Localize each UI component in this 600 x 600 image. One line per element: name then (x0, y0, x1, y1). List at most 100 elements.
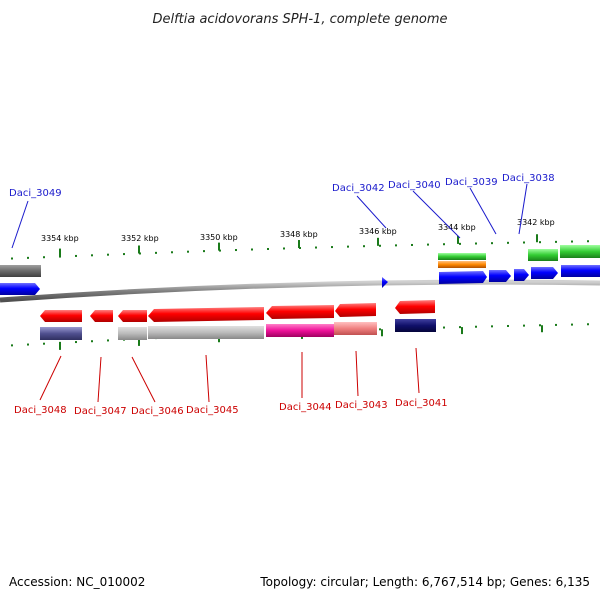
minor-tick (203, 250, 205, 253)
gene-arrow-Daci_3048[interactable] (40, 310, 82, 322)
minor-tick (459, 326, 461, 329)
gene-arrow-Daci_3049[interactable] (0, 283, 40, 295)
minor-tick (571, 240, 573, 243)
minor-tick (107, 339, 109, 342)
gene-block-Daci_3045 (148, 326, 264, 339)
minor-tick (363, 245, 365, 248)
gene-block-Daci_3038-green (528, 249, 558, 261)
major-tick (536, 234, 538, 243)
leader-Daci_3039 (469, 187, 497, 235)
gene-arrow-Daci_3045[interactable] (148, 307, 264, 322)
reverse-gene-labels: Daci_3048 Daci_3047 Daci_3046 Daci_3045 … (14, 398, 448, 417)
gene-arrow-Daci_3046[interactable] (118, 310, 147, 322)
major-tick (138, 338, 140, 346)
gene-arrow-Daci_3038a[interactable] (514, 269, 529, 281)
major-tick (138, 245, 140, 254)
gene-label-Daci_3039[interactable]: Daci_3039 (445, 177, 498, 188)
minor-tick (91, 340, 93, 343)
minor-tick (507, 324, 509, 327)
major-tick (457, 235, 459, 244)
scale-labels: 3354 kbp 3352 kbp 3350 kbp 3348 kbp 3346… (41, 218, 555, 243)
minor-tick (171, 251, 173, 254)
forward-tick-row (11, 234, 589, 260)
minor-tick (379, 328, 381, 331)
minor-tick (331, 246, 333, 249)
gene-arrow-Daci_3047[interactable] (90, 310, 113, 322)
major-tick (541, 325, 543, 333)
minor-tick (11, 344, 13, 347)
minor-tick (475, 325, 477, 328)
minor-tick (27, 256, 29, 259)
minor-tick (475, 242, 477, 245)
leader-Daci_3041 (415, 347, 420, 394)
map-title: Delftia acidovorans SPH-1, complete geno… (152, 12, 447, 27)
gene-label-Daci_3049[interactable]: Daci_3049 (9, 188, 62, 199)
leader-Daci_3049 (11, 200, 29, 249)
minor-tick (427, 243, 429, 246)
minor-tick (315, 246, 317, 249)
leader-Daci_3048 (39, 355, 62, 401)
gene-block-Daci_3046 (118, 327, 147, 340)
gene-arrow-Daci_3039[interactable] (489, 270, 511, 282)
reverse-gene-track (40, 300, 436, 340)
minor-tick (411, 243, 413, 246)
minor-tick (27, 343, 29, 346)
minor-tick (75, 254, 77, 257)
minor-tick (507, 241, 509, 244)
gene-label-Daci_3043[interactable]: Daci_3043 (335, 400, 388, 411)
gene-label-Daci_3042[interactable]: Daci_3042 (332, 183, 385, 194)
gene-arrow-right-edge (561, 265, 600, 277)
gene-arrow-Daci_3041[interactable] (395, 300, 435, 314)
minor-tick (443, 326, 445, 329)
gene-block-Daci_3044 (266, 324, 334, 337)
leader-Daci_3040 (412, 190, 461, 239)
minor-tick (187, 250, 189, 253)
minor-tick (251, 248, 253, 251)
major-tick (218, 242, 220, 251)
gene-label-Daci_3038[interactable]: Daci_3038 (502, 173, 555, 184)
scale-label-3346: 3346 kbp (359, 227, 397, 236)
scale-label-3348: 3348 kbp (280, 230, 318, 239)
gene-label-Daci_3048[interactable]: Daci_3048 (14, 405, 67, 416)
scale-label-3350: 3350 kbp (200, 233, 238, 242)
minor-tick (459, 242, 461, 245)
genome-backbone (0, 279, 600, 303)
gene-label-Daci_3046[interactable]: Daci_3046 (131, 406, 184, 417)
major-tick (59, 342, 61, 350)
leader-Daci_3046 (131, 356, 156, 403)
gene-arrow-Daci_3038[interactable] (531, 267, 558, 279)
minor-tick (491, 242, 493, 245)
minor-tick (123, 253, 125, 256)
minor-tick (91, 254, 93, 257)
forward-gene-track (0, 245, 600, 295)
gene-label-Daci_3045[interactable]: Daci_3045 (186, 405, 239, 416)
gene-arrow-Daci_3040[interactable] (439, 271, 487, 284)
minor-tick (555, 240, 557, 243)
leader-Daci_3038 (518, 183, 528, 235)
minor-tick (107, 253, 109, 256)
minor-tick (571, 323, 573, 326)
gene-arrow-Daci_3042[interactable] (382, 277, 388, 288)
scale-label-3344: 3344 kbp (438, 223, 476, 232)
gene-arrow-Daci_3043[interactable] (335, 303, 376, 317)
scale-label-3342: 3342 kbp (517, 218, 555, 227)
major-tick (59, 248, 61, 257)
minor-tick (43, 256, 45, 259)
leader-Daci_3047 (97, 356, 102, 403)
minor-tick (523, 241, 525, 244)
major-tick (381, 329, 383, 337)
minor-tick (523, 324, 525, 327)
gene-block-edge-green (560, 245, 600, 258)
gene-label-Daci_3040[interactable]: Daci_3040 (388, 180, 441, 191)
minor-tick (347, 245, 349, 248)
leader-Daci_3042 (356, 195, 387, 229)
gene-arrow-Daci_3044[interactable] (266, 305, 334, 319)
gene-block-Daci_3040-orange (438, 261, 486, 268)
scale-label-3352: 3352 kbp (121, 234, 159, 243)
gene-label-Daci_3044[interactable]: Daci_3044 (279, 402, 332, 413)
minor-tick (11, 257, 13, 260)
gene-label-Daci_3047[interactable]: Daci_3047 (74, 406, 127, 417)
minor-tick (555, 323, 557, 326)
gene-label-Daci_3041[interactable]: Daci_3041 (395, 398, 448, 409)
